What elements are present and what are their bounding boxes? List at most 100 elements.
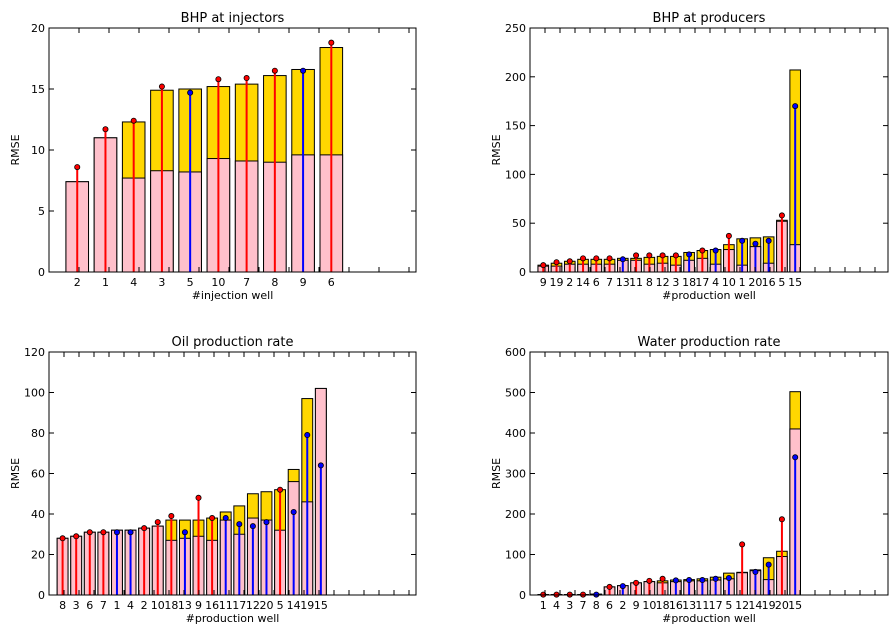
x-tick-label: 1 [739,276,746,289]
x-tick-label: 9 [540,276,547,289]
y-tick-label: 100 [24,387,45,400]
x-tick-label: 17 [709,599,723,612]
x-axis-label: #production well [662,289,756,302]
stem-marker [249,523,256,530]
chart-panel: 0 50 100 150 200 250 9 19 2 14 6 7 13 11 8 12 3 18 17 4 10 1 2… [490,11,889,302]
stem-marker [752,568,759,575]
stem-marker [277,486,284,493]
y-axis-label: RMSE [9,458,22,489]
x-tick-label: 14 [748,599,762,612]
x-tick-label: 12 [246,599,260,612]
x-tick-label: 9 [633,599,640,612]
stem-marker [712,247,719,254]
x-tick-label: 6 [606,599,613,612]
x-tick-label: 12 [656,276,670,289]
x-tick-label: 2 [619,599,626,612]
x-tick-label: 16 [669,599,683,612]
y-tick-label: 50 [512,217,526,230]
x-tick-label: 7 [100,599,107,612]
stem-marker [154,519,161,526]
stem-marker [158,83,165,90]
stem-marker [752,240,759,247]
x-tick-label: 15 [788,276,802,289]
y-tick-label: 20 [31,549,45,562]
x-tick-label: 20 [775,599,789,612]
y-tick-label: 100 [505,549,526,562]
stem-marker [765,237,772,244]
x-tick-label: 10 [151,599,165,612]
stem-marker [739,237,746,244]
x-tick-label: 15 [314,599,328,612]
x-tick-label: 16 [205,599,219,612]
stem-marker [686,251,693,258]
x-tick-label: 14 [287,599,301,612]
stem-marker [130,117,137,124]
x-tick-label: 8 [593,599,600,612]
stem-marker [141,525,148,532]
x-tick-label: 4 [553,599,560,612]
y-tick-label: 120 [24,346,45,359]
x-tick-label: 11 [219,599,233,612]
x-tick-label: 6 [328,276,335,289]
x-tick-label: 5 [778,276,785,289]
x-tick-label: 1 [102,276,109,289]
y-tick-label: 600 [505,346,526,359]
stem-marker [792,103,799,110]
y-tick-label: 40 [31,508,45,521]
x-tick-label: 19 [300,599,314,612]
x-tick-label: 14 [576,276,590,289]
x-tick-label: 8 [271,276,278,289]
stem-marker [86,529,93,536]
stem-marker [672,252,679,259]
stem-marker [540,262,547,269]
stem-marker [168,513,175,520]
x-tick-label: 3 [73,599,80,612]
y-tick-label: 100 [505,168,526,181]
y-tick-label: 250 [505,22,526,35]
chart-title: Water production rate [638,335,781,350]
x-axis-label: #production well [662,612,756,625]
stem-marker [778,212,785,219]
chart-title: BHP at producers [653,11,766,26]
stem-marker [619,256,626,263]
stem-marker [195,494,202,501]
plot-frame [529,351,889,596]
x-tick-label: 8 [59,599,66,612]
x-tick-label: 18 [656,599,670,612]
stem-marker [243,75,250,82]
x-tick-label: 17 [695,276,709,289]
plot-frame [529,27,889,273]
stem-marker [181,529,188,536]
x-tick-label: 5 [187,276,194,289]
stem-marker [739,541,746,548]
stem-marker [102,126,109,133]
x-tick-label: 1 [540,599,547,612]
x-tick-label: 17 [232,599,246,612]
stem-marker [725,232,732,239]
x-tick-label: 18 [164,599,178,612]
x-tick-label: 11 [695,599,709,612]
y-tick-label: 10 [31,144,45,157]
x-tick-label: 7 [580,599,587,612]
x-tick-label: 3 [566,599,573,612]
x-tick-label: 6 [593,276,600,289]
y-tick-label: 200 [505,508,526,521]
stem-marker [659,252,666,259]
stem-marker [127,529,134,536]
stem-marker [686,577,693,584]
stem-marker [59,535,66,542]
stem-marker [633,579,640,586]
x-tick-label: 5 [277,599,284,612]
stem-marker [300,67,307,74]
x-tick-label: 20 [748,276,762,289]
stem-marker [304,432,311,439]
y-tick-label: 300 [505,468,526,481]
stem-marker [215,76,222,83]
chart-title: Oil production rate [172,335,294,350]
x-tick-label: 12 [735,599,749,612]
x-tick-label: 13 [616,276,630,289]
stem-marker [328,39,335,46]
x-tick-label: 9 [300,276,307,289]
